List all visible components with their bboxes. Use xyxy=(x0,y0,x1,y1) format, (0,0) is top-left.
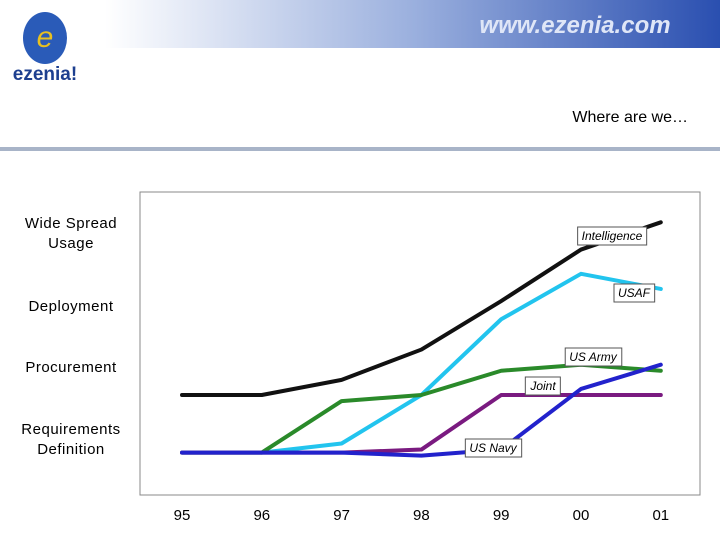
logo-glyph: e xyxy=(37,21,54,54)
x-tick-label: 99 xyxy=(493,507,510,524)
banner xyxy=(105,0,720,48)
x-tick-label: 97 xyxy=(333,507,350,524)
logo-text: ezenia! xyxy=(13,64,77,85)
series-line xyxy=(180,362,663,458)
y-tick-label: Requirements Definition xyxy=(21,421,121,459)
series-label-box xyxy=(524,376,561,396)
x-tick-label: 96 xyxy=(253,507,270,524)
series-label-box xyxy=(613,283,656,303)
series-label: US Army xyxy=(569,350,618,364)
x-tick-label: 95 xyxy=(174,507,191,524)
y-tick-label: Wide Spread Usage xyxy=(24,215,118,253)
series-line xyxy=(259,271,663,455)
series-label-box xyxy=(564,347,623,367)
series-label-box xyxy=(577,226,648,246)
series-label: Joint xyxy=(529,379,556,393)
series-label: Intelligence xyxy=(582,229,643,243)
series-label-box xyxy=(464,438,523,458)
y-tick-label: Procurement xyxy=(25,358,117,376)
series-line xyxy=(180,220,663,398)
x-tick-label: 98 xyxy=(413,507,430,524)
y-tick-label: Deployment xyxy=(28,298,114,316)
x-tick-label: 00 xyxy=(573,507,590,524)
series-label: USAF xyxy=(618,286,651,300)
logo-mark xyxy=(23,12,67,64)
url: www.ezenia.com xyxy=(479,12,670,39)
divider xyxy=(0,147,720,151)
x-tick-label: 01 xyxy=(652,507,669,524)
series-label: US Navy xyxy=(469,441,517,455)
slide-title: Where are we… xyxy=(572,109,688,126)
